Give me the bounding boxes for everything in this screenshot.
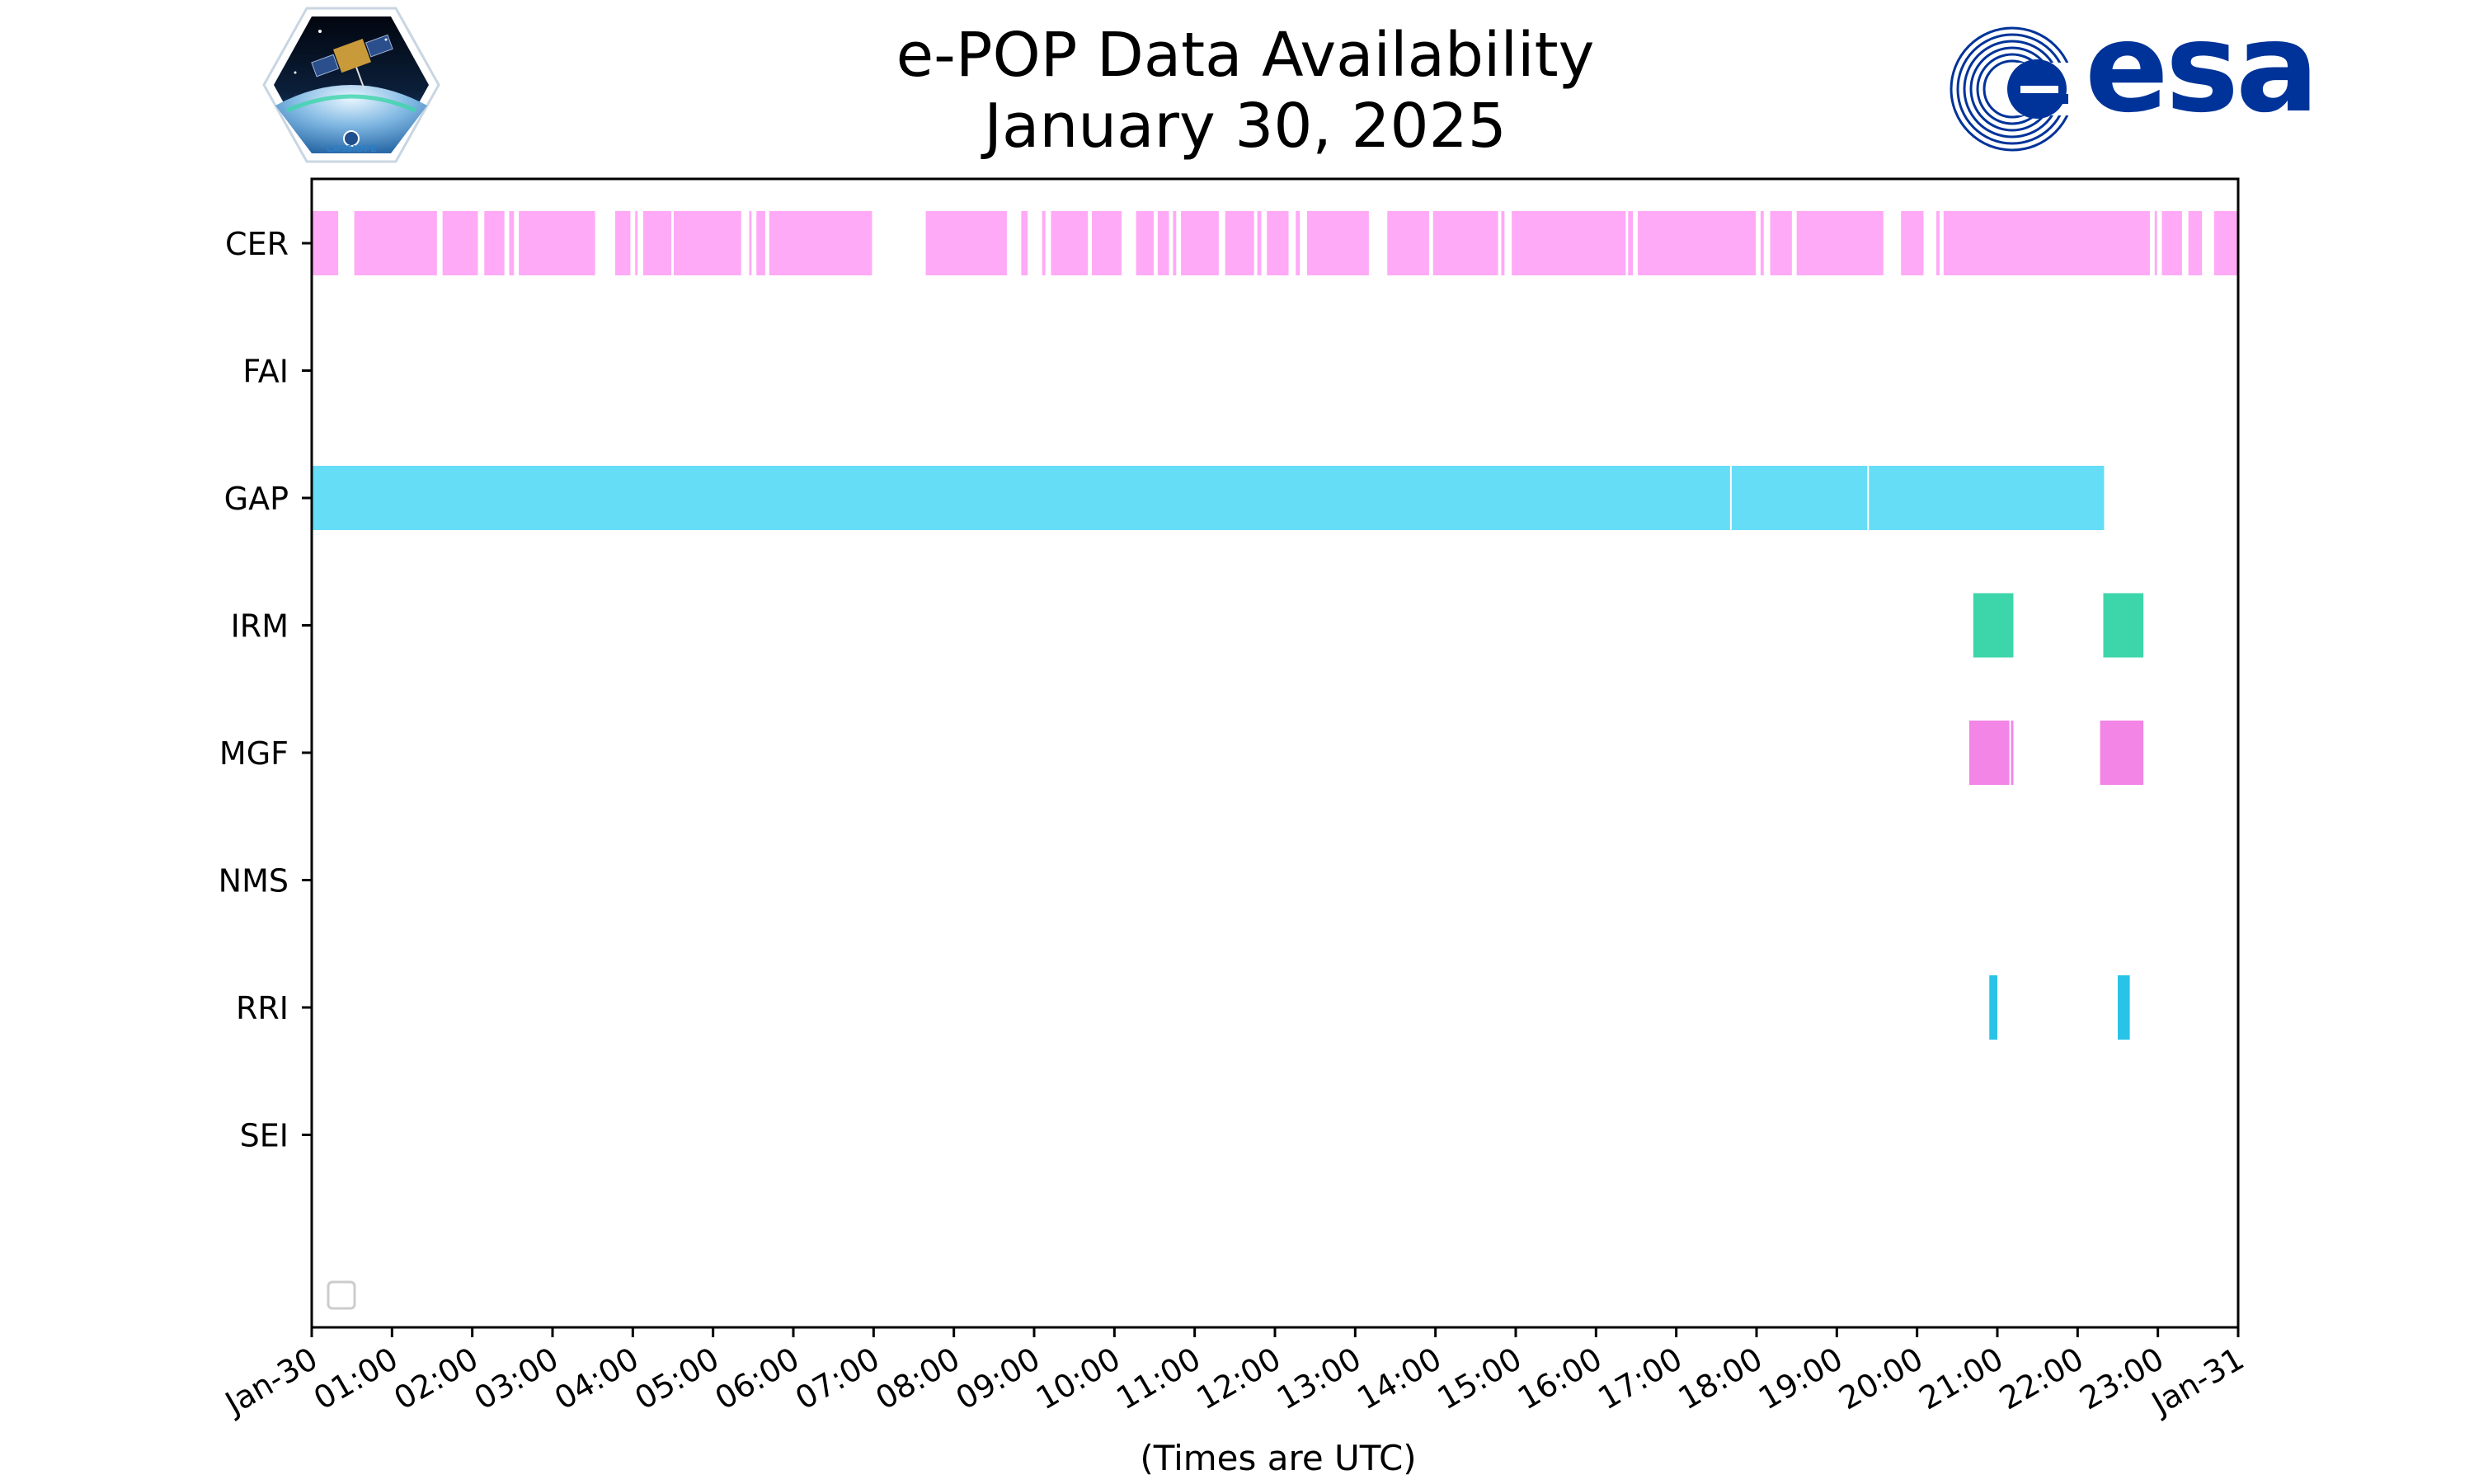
bar-cer-21 [1181, 211, 1219, 275]
bar-gap-2 [1869, 466, 2105, 530]
bar-cer-3 [484, 211, 505, 275]
x-tick-label: 07:00 [789, 1341, 886, 1417]
bar-cer-28 [1432, 211, 1498, 275]
bar-cer-1 [354, 211, 437, 275]
bar-cer-30 [1512, 211, 1626, 275]
bar-cer-2 [442, 211, 478, 275]
legend-box [327, 1280, 356, 1310]
bar-rri-0 [1989, 975, 1997, 1040]
bar-cer-29 [1501, 211, 1505, 275]
bar-gap-1 [1731, 466, 1868, 530]
bar-cer-19 [1157, 211, 1169, 275]
x-tick-label: 02:00 [388, 1341, 484, 1417]
bar-rri-1 [2118, 975, 2130, 1040]
x-tick-label: Jan-31 [2144, 1341, 2250, 1422]
x-axis-label: (Times are UTC) [1140, 1438, 1417, 1478]
x-tick-label: 03:00 [468, 1341, 565, 1417]
bar-cer-41 [2188, 211, 2203, 275]
y-tick-label-gap: GAP [224, 481, 289, 517]
bar-cer-39 [2154, 211, 2157, 275]
esa-logo: esa [1945, 7, 2319, 157]
bar-cer-12 [769, 211, 872, 275]
bar-cer-4 [509, 211, 515, 275]
bar-mgf-0 [1968, 721, 2010, 785]
bar-cer-32 [1637, 211, 1757, 275]
bar-cer-20 [1173, 211, 1177, 275]
x-tick-label: 16:00 [1512, 1341, 1608, 1417]
bar-cer-18 [1136, 211, 1155, 275]
bar-cer-25 [1296, 211, 1300, 275]
x-tick-label: 06:00 [709, 1341, 806, 1417]
bar-irm-0 [1973, 593, 2014, 658]
x-tick-label: 18:00 [1672, 1341, 1769, 1417]
x-tick-label: 15:00 [1432, 1341, 1528, 1417]
y-axis: CER FAI GAP IRM MGF NMS RRI SEI [219, 226, 312, 1154]
x-tick-label: 19:00 [1752, 1341, 1849, 1417]
y-tick-label-fai: FAI [242, 354, 289, 390]
bar-cer-7 [635, 211, 638, 275]
bar-cer-27 [1387, 211, 1429, 275]
bar-cer-15 [1042, 211, 1046, 275]
bar-cer-8 [642, 211, 672, 275]
chart-subtitle: January 30, 2025 [984, 91, 1507, 162]
x-tick-label: 10:00 [1030, 1341, 1126, 1417]
bar-cer-16 [1051, 211, 1089, 275]
esa-logo-text: esa [2085, 0, 2319, 140]
bar-cer-33 [1760, 211, 1764, 275]
x-tick-label: 13:00 [1271, 1341, 1367, 1417]
bar-mgf-1 [2011, 721, 2014, 785]
bar-cer-11 [756, 211, 765, 275]
plot-frame [310, 177, 2240, 1329]
bar-cer-22 [1225, 211, 1254, 275]
x-tick-label: 21:00 [1913, 1341, 2010, 1417]
bars-layer [312, 211, 2238, 1040]
bar-mgf-2 [2100, 721, 2144, 785]
x-tick-label: 11:00 [1110, 1341, 1206, 1417]
bar-cer-36 [1901, 211, 1924, 275]
bar-cer-31 [1628, 211, 1634, 275]
x-tick-label: 12:00 [1191, 1341, 1287, 1417]
bar-cer-17 [1092, 211, 1122, 275]
bar-cer-5 [519, 211, 595, 275]
x-tick-label: 14:00 [1351, 1341, 1447, 1417]
bar-cer-35 [1796, 211, 1884, 275]
chart-title: e-POP Data Availability [896, 20, 1595, 91]
bar-cer-9 [673, 211, 741, 275]
bar-cer-0 [312, 211, 339, 275]
x-axis: Jan-3001:0002:0003:0004:0005:0006:0007:0… [218, 1327, 2251, 1422]
bar-cer-24 [1267, 211, 1289, 275]
bar-cer-40 [2161, 211, 2182, 275]
bar-cer-6 [614, 211, 631, 275]
x-tick-label: 09:00 [950, 1341, 1047, 1417]
cassiope-logo: CASSIOPE [262, 7, 440, 163]
x-tick-label: 17:00 [1592, 1341, 1688, 1417]
x-tick-label: Jan-30 [218, 1341, 323, 1422]
x-tick-label: 22:00 [1993, 1341, 2090, 1417]
bar-cer-37 [1936, 211, 1940, 275]
bar-cer-38 [1943, 211, 2150, 275]
cassiope-logo-text: CASSIOPE [327, 143, 377, 154]
x-tick-label: 04:00 [548, 1341, 645, 1417]
y-tick-label-sei: SEI [240, 1118, 289, 1154]
x-tick-label: 05:00 [628, 1341, 725, 1417]
y-tick-label-cer: CER [225, 226, 289, 262]
bar-cer-13 [925, 211, 1007, 275]
y-tick-label-rri: RRI [236, 990, 289, 1026]
y-tick-label-irm: IRM [231, 608, 289, 645]
x-tick-label: 20:00 [1832, 1341, 1929, 1417]
y-tick-label-mgf: MGF [219, 735, 289, 772]
y-tick-label-nms: NMS [219, 863, 289, 899]
bar-cer-26 [1306, 211, 1369, 275]
bar-cer-14 [1021, 211, 1028, 275]
bar-cer-10 [749, 211, 752, 275]
bar-gap-0 [312, 466, 1730, 530]
x-tick-label: 08:00 [869, 1341, 966, 1417]
bar-cer-23 [1257, 211, 1262, 275]
x-tick-label: 01:00 [308, 1341, 404, 1417]
bar-cer-34 [1770, 211, 1792, 275]
bar-irm-1 [2103, 593, 2144, 658]
bar-cer-42 [2213, 211, 2238, 275]
